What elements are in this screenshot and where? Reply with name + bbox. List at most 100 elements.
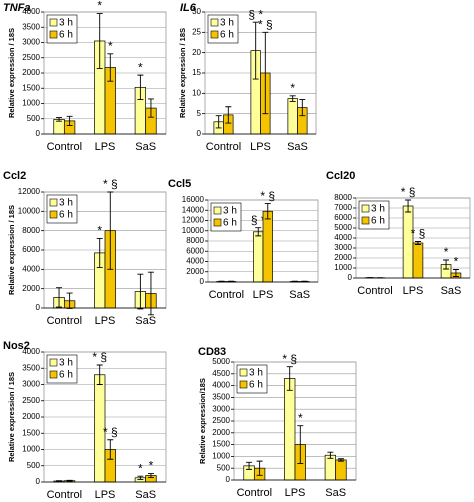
bar bbox=[284, 378, 296, 481]
error-bar bbox=[66, 479, 73, 482]
y-tick-label: 30 bbox=[192, 7, 201, 16]
legend-label: 3 h bbox=[249, 368, 263, 379]
legend-swatch bbox=[49, 370, 58, 379]
error-bar bbox=[56, 480, 63, 482]
chart-title: Ccl5 bbox=[168, 178, 191, 190]
legend-swatch bbox=[49, 210, 58, 219]
y-tick-label: 2000 bbox=[22, 284, 40, 293]
error-bar bbox=[289, 95, 296, 102]
chart-title: IL6 bbox=[180, 2, 197, 14]
y-axis-label: Relative expression / 18S bbox=[7, 205, 16, 295]
annotation: * § bbox=[401, 185, 416, 199]
y-tick-label: 2500 bbox=[22, 53, 40, 62]
error-bar bbox=[96, 13, 103, 69]
y-tick-label: 500 bbox=[27, 461, 41, 470]
legend-label: 3 h bbox=[59, 358, 73, 369]
y-tick-label: 3000 bbox=[22, 380, 40, 389]
y-tick-label: 2500 bbox=[212, 416, 230, 425]
y-tick-label: 0 bbox=[36, 477, 41, 486]
error-bar bbox=[137, 74, 144, 100]
y-tick-label: 14000 bbox=[182, 205, 205, 214]
y-tick-label: 8000 bbox=[334, 193, 352, 202]
legend-swatch bbox=[361, 204, 370, 213]
annotation: * bbox=[97, 224, 102, 238]
error-bar bbox=[452, 269, 459, 277]
legend-swatch bbox=[210, 18, 219, 27]
legend-swatch bbox=[361, 216, 370, 225]
error-bar bbox=[225, 106, 232, 124]
y-tick-label: 5 bbox=[197, 109, 202, 118]
annotation: * bbox=[108, 39, 113, 53]
y-tick-label: 5000 bbox=[212, 357, 230, 366]
legend-label: 6 h bbox=[220, 30, 234, 41]
bar bbox=[335, 459, 347, 481]
legend-label: 3 h bbox=[59, 18, 73, 29]
y-axis-label: Relative expression/18S bbox=[198, 378, 207, 464]
legend-swatch bbox=[49, 30, 58, 39]
error-bar bbox=[264, 203, 271, 220]
error-bar bbox=[297, 425, 304, 464]
error-bar bbox=[147, 473, 154, 478]
x-tick-label: LPS bbox=[95, 489, 116, 501]
x-tick-label: SaS bbox=[287, 141, 308, 153]
error-bar bbox=[56, 287, 63, 308]
error-bar bbox=[56, 117, 63, 122]
y-tick-label: 1500 bbox=[212, 440, 230, 449]
legend-label: 6 h bbox=[223, 218, 237, 229]
annotation: * bbox=[454, 255, 459, 269]
x-tick-label: LPS bbox=[253, 289, 274, 301]
chart-title: Ccl2 bbox=[3, 170, 26, 182]
x-tick-label: Control bbox=[47, 489, 82, 501]
bar bbox=[402, 205, 414, 279]
y-tick-label: 1500 bbox=[22, 428, 40, 437]
legend-label: 6 h bbox=[371, 216, 385, 227]
annotation: * bbox=[138, 461, 143, 475]
y-axis-label: Relative expression / 18S bbox=[7, 372, 16, 462]
x-tick-label: SaS bbox=[441, 285, 462, 297]
y-tick-label: 5000 bbox=[334, 223, 352, 232]
annotation: * bbox=[444, 245, 449, 259]
y-tick-label: 3500 bbox=[22, 363, 40, 372]
legend-label: 6 h bbox=[59, 210, 73, 221]
error-bar bbox=[107, 439, 114, 460]
error-bar bbox=[107, 53, 114, 82]
y-tick-label: 16000 bbox=[182, 195, 205, 204]
y-tick-label: 10000 bbox=[182, 226, 205, 235]
y-tick-label: 25 bbox=[192, 27, 201, 36]
x-tick-label: LPS bbox=[250, 141, 271, 153]
legend-swatch bbox=[239, 368, 248, 377]
y-tick-label: 12000 bbox=[182, 216, 205, 225]
error-bar bbox=[246, 461, 253, 470]
x-tick-label: Control bbox=[357, 285, 392, 297]
error-bar bbox=[405, 199, 412, 213]
error-bar bbox=[107, 191, 114, 270]
error-bar bbox=[443, 259, 450, 270]
x-tick-label: Control bbox=[209, 289, 244, 301]
y-tick-label: 0 bbox=[197, 129, 202, 138]
error-bar bbox=[96, 237, 103, 268]
error-bar bbox=[337, 458, 344, 462]
annotation: * bbox=[97, 0, 102, 13]
annotation: * § bbox=[411, 227, 426, 241]
bar bbox=[287, 98, 298, 135]
annotation: * bbox=[290, 81, 295, 95]
y-tick-label: 3500 bbox=[212, 393, 230, 402]
bar bbox=[324, 454, 337, 481]
x-tick-label: SaS bbox=[135, 489, 156, 501]
x-tick-label: SaS bbox=[289, 289, 310, 301]
annotation: * § bbox=[260, 189, 275, 203]
y-tick-label: 4000 bbox=[212, 381, 230, 390]
error-bar bbox=[327, 451, 334, 459]
x-tick-label: LPS bbox=[403, 285, 424, 297]
bar bbox=[253, 231, 264, 283]
y-tick-label: 3000 bbox=[334, 243, 352, 252]
chart-title: TNFa bbox=[3, 2, 31, 14]
y-axis-label: Relative expression / 18S bbox=[7, 28, 16, 118]
y-tick-label: 2000 bbox=[186, 267, 204, 276]
y-tick-label: 12000 bbox=[18, 187, 41, 196]
error-bar bbox=[215, 115, 222, 129]
y-tick-label: 2500 bbox=[22, 396, 40, 405]
y-tick-label: 1000 bbox=[212, 452, 230, 461]
y-tick-label: 15 bbox=[192, 68, 201, 77]
